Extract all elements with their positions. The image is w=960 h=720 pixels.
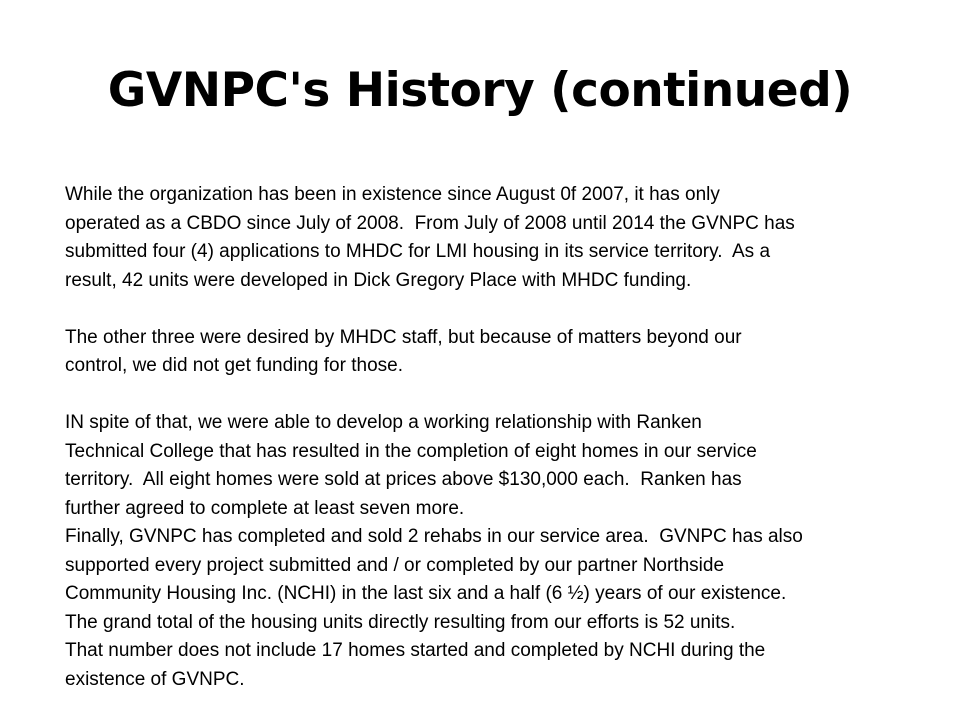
paragraph-gap xyxy=(65,295,905,324)
text-line: IN spite of that, we were able to develo… xyxy=(65,412,702,433)
text-line: control, we did not get funding for thos… xyxy=(65,355,403,376)
paragraph-3: IN spite of that, we were able to develo… xyxy=(65,409,905,523)
text-line: supported every project submitted and / … xyxy=(65,554,725,576)
text-line: That number does not include 17 homes st… xyxy=(65,640,766,661)
text-line: operated as a CBDO since July of 2008. F… xyxy=(65,212,795,234)
text-line: further agreed to complete at least seve… xyxy=(65,497,465,519)
slide-title: GVNPC's History (continued) xyxy=(107,63,853,118)
text-line: result, 42 units were developed in Dick … xyxy=(65,269,692,291)
text-line: The grand total of the housing units dir… xyxy=(65,611,736,633)
text-line: Community Housing Inc. (NCHI) in the las… xyxy=(65,583,787,604)
paragraph-gap xyxy=(65,381,905,410)
paragraph-2: The other three were desired by MHDC sta… xyxy=(65,324,905,381)
text-line: While the organization has been in exist… xyxy=(65,184,720,205)
paragraph-1: While the organization has been in exist… xyxy=(65,181,905,295)
text-line: existence of GVNPC. xyxy=(65,668,245,690)
text-line: Technical College that has resulted in t… xyxy=(65,440,757,462)
text-line: The other three were desired by MHDC sta… xyxy=(65,326,742,348)
text-line: territory. All eight homes were sold at … xyxy=(65,469,742,490)
slide-body: While the organization has been in exist… xyxy=(65,181,905,694)
paragraph-4: Finally, GVNPC has completed and sold 2 … xyxy=(65,523,905,694)
text-line: Finally, GVNPC has completed and sold 2 … xyxy=(65,526,803,547)
text-line: submitted four (4) applications to MHDC … xyxy=(65,241,771,262)
